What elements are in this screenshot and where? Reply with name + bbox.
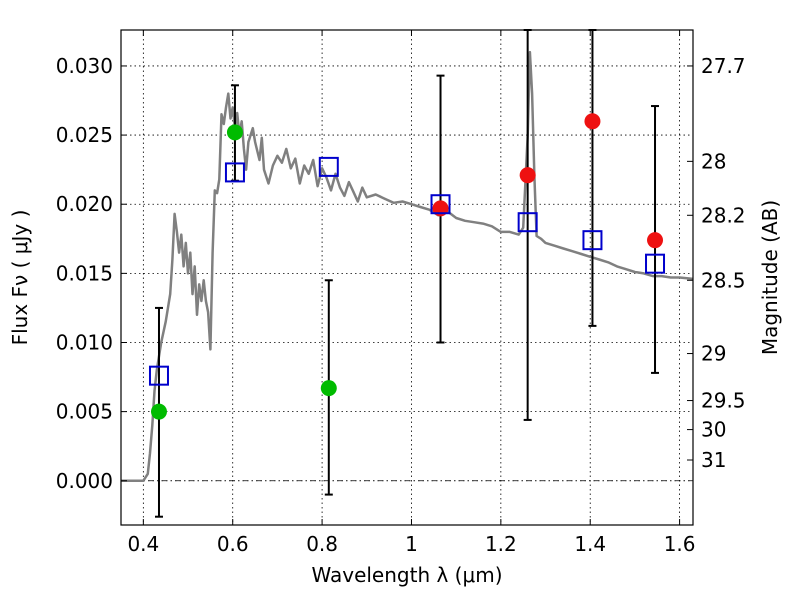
plot-frame	[120, 29, 694, 526]
right-tick-labels: 27.7 28 28.2 28.5 29 29.5 30 31	[701, 54, 746, 472]
right-tick-label: 28.2	[701, 203, 746, 227]
data-point-circle	[226, 124, 243, 141]
error-bars	[154, 29, 660, 518]
right-axis-title: Magnitude (AB)	[758, 200, 782, 355]
y-axis-title: Flux Fν ( μJy )	[8, 210, 32, 346]
x-tick-label: 1.4	[574, 532, 606, 556]
model-band-square	[517, 212, 538, 233]
data-point-circle	[320, 380, 337, 397]
ticks	[121, 30, 693, 525]
y-tick-label: 0.015	[56, 261, 113, 285]
right-tick-label: 29.5	[701, 389, 746, 413]
x-tick-label: 1.6	[664, 532, 696, 556]
x-tick-labels: 0.4 0.6 0.8 1 1.2 1.4 1.6	[127, 532, 695, 556]
model-band-square	[582, 230, 603, 251]
right-tick-label: 31	[701, 448, 726, 472]
x-axis-title: Wavelength λ (μm)	[311, 563, 502, 587]
x-tick-label: 1	[405, 532, 418, 556]
model-band-square	[224, 162, 245, 183]
y-tick-label: 0.030	[56, 54, 113, 78]
x-tick-label: 0.8	[306, 532, 338, 556]
y-tick-label: 0.020	[56, 192, 113, 216]
data-point-circle	[150, 403, 167, 420]
model-band-square	[645, 253, 666, 274]
data-markers	[148, 113, 666, 420]
grid	[121, 30, 693, 525]
y-tick-label: 0.025	[56, 123, 113, 147]
y-tick-labels: 0.000 0.005 0.010 0.015 0.020 0.025 0.030	[56, 54, 113, 493]
data-point-circle	[647, 232, 664, 249]
data-point-circle	[519, 167, 536, 184]
y-tick-label: 0.000	[56, 469, 113, 493]
right-tick-label: 30	[701, 418, 726, 442]
model-band-square	[430, 194, 451, 215]
y-tick-label: 0.005	[56, 400, 113, 424]
model-band-square	[148, 365, 169, 386]
x-tick-label: 0.4	[127, 532, 159, 556]
y-tick-label: 0.010	[56, 330, 113, 354]
model-spectrum-line	[121, 50, 694, 483]
model-band-square	[318, 156, 339, 177]
model-spectrum	[121, 50, 694, 483]
data-point-circle	[584, 113, 601, 130]
right-tick-label: 28.5	[701, 268, 746, 292]
x-tick-label: 0.6	[217, 532, 249, 556]
x-tick-label: 1.2	[485, 532, 517, 556]
right-tick-label: 27.7	[701, 54, 746, 78]
right-tick-label: 28	[701, 149, 726, 173]
right-tick-label: 29	[701, 342, 726, 366]
